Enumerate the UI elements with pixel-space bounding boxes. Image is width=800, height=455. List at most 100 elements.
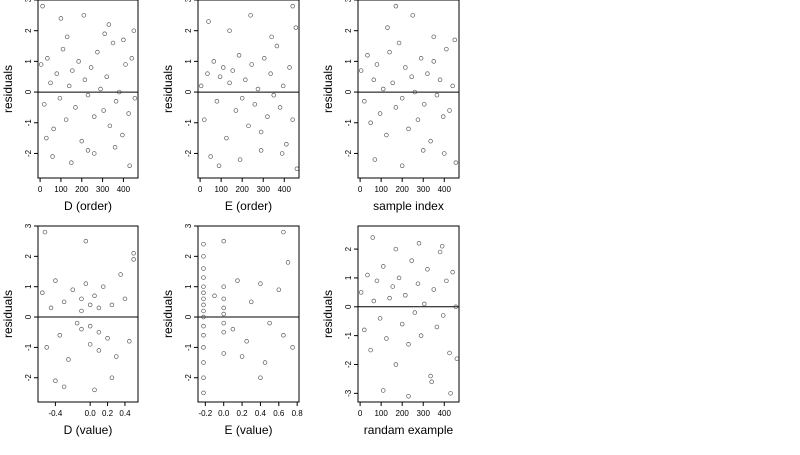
data-point xyxy=(102,31,107,37)
data-point xyxy=(114,354,119,359)
y-tick-label: 3 xyxy=(184,0,193,2)
data-point xyxy=(63,117,69,122)
data-point xyxy=(131,251,136,256)
data-point xyxy=(42,229,48,235)
data-point xyxy=(440,114,446,119)
data-point xyxy=(248,13,253,18)
data-point xyxy=(358,290,364,295)
y-tick-label: 3 xyxy=(24,0,33,2)
y-axis-label: residuals xyxy=(1,290,15,338)
x-tick-label: 0 xyxy=(358,185,363,194)
data-point xyxy=(236,52,242,58)
panel-1: 0 100 200 300 400 -2 -1 0 1 2 3 D (order) residuals xyxy=(1,0,139,213)
data-point xyxy=(393,246,399,252)
y-tick-label: -1 xyxy=(24,343,33,351)
y-axis-label: residuals xyxy=(161,65,175,113)
data-point xyxy=(235,278,240,283)
y-tick-label: 0 xyxy=(344,89,353,94)
y-tick-label: 2 xyxy=(184,254,193,259)
data-point xyxy=(415,117,421,122)
data-point xyxy=(406,342,411,347)
x-tick-label: 300 xyxy=(96,185,110,194)
plot-frame xyxy=(37,0,139,179)
data-point xyxy=(221,238,226,244)
x-tick-label: 200 xyxy=(236,185,250,194)
data-point xyxy=(429,379,434,385)
data-point xyxy=(447,108,452,113)
data-point xyxy=(48,305,54,311)
data-point xyxy=(279,151,285,156)
data-point xyxy=(206,19,211,24)
y-tick-label: 2 xyxy=(184,28,193,33)
x-tick-label: 0.0 xyxy=(85,409,97,418)
data-point xyxy=(221,305,226,311)
data-point xyxy=(64,34,70,40)
data-point xyxy=(447,350,452,356)
data-point xyxy=(439,243,445,249)
data-point xyxy=(51,126,56,132)
data-point xyxy=(54,71,59,76)
y-tick-label: -1 xyxy=(344,332,353,340)
data-point xyxy=(126,111,131,116)
data-point xyxy=(420,148,426,153)
x-tick-label: 100 xyxy=(374,185,388,194)
data-point xyxy=(440,313,446,318)
data-point xyxy=(381,264,386,269)
data-point xyxy=(393,105,399,110)
data-point xyxy=(221,320,226,326)
data-point xyxy=(409,258,414,263)
data-point xyxy=(40,290,45,296)
data-point xyxy=(239,95,245,101)
data-point xyxy=(201,275,206,280)
x-tick-label: 300 xyxy=(417,185,431,194)
data-point xyxy=(201,345,206,350)
data-point xyxy=(390,284,395,289)
data-point xyxy=(98,86,103,92)
data-point xyxy=(87,342,93,347)
data-point xyxy=(268,71,273,76)
x-axis-label: randam example xyxy=(364,423,454,437)
data-point xyxy=(390,80,395,86)
data-point xyxy=(385,25,390,30)
y-tick-label: 0 xyxy=(24,89,33,94)
panel-3: 0 100 200 300 400 -2 -1 0 1 2 3 sample index residua… xyxy=(321,0,460,213)
data-point xyxy=(374,62,380,67)
data-point xyxy=(381,86,386,92)
data-point xyxy=(280,83,286,89)
y-axis-label: residuals xyxy=(321,290,335,338)
data-point xyxy=(83,281,89,286)
data-point xyxy=(269,34,274,40)
y-tick-label: -2 xyxy=(184,149,193,157)
data-point xyxy=(70,287,76,292)
data-point xyxy=(252,102,258,107)
data-point xyxy=(221,329,226,335)
data-point xyxy=(258,281,263,286)
data-point xyxy=(418,56,424,61)
data-point xyxy=(399,321,405,327)
data-point xyxy=(422,102,427,107)
data-point xyxy=(123,62,128,67)
x-tick-label: 0.2 xyxy=(237,409,249,418)
data-point xyxy=(243,77,248,83)
data-point xyxy=(105,336,110,341)
data-point xyxy=(92,293,97,299)
data-point xyxy=(122,296,128,302)
data-point xyxy=(221,65,226,70)
data-point xyxy=(374,278,380,284)
data-point xyxy=(127,163,132,168)
y-tick-label: -2 xyxy=(344,360,353,368)
y-tick-label: -1 xyxy=(24,119,33,127)
y-tick-label: -2 xyxy=(24,374,33,382)
data-point xyxy=(227,28,232,33)
x-tick-label: 0.4 xyxy=(119,409,131,418)
data-point xyxy=(112,145,118,150)
data-point xyxy=(202,117,207,122)
x-axis-label: sample index xyxy=(373,199,444,213)
y-tick-label: -2 xyxy=(184,374,193,382)
data-point xyxy=(371,77,377,83)
x-tick-label: 0.6 xyxy=(273,409,285,418)
x-tick-label: 300 xyxy=(417,409,431,418)
data-point xyxy=(290,117,295,122)
data-point xyxy=(290,345,295,350)
data-point xyxy=(201,290,206,296)
